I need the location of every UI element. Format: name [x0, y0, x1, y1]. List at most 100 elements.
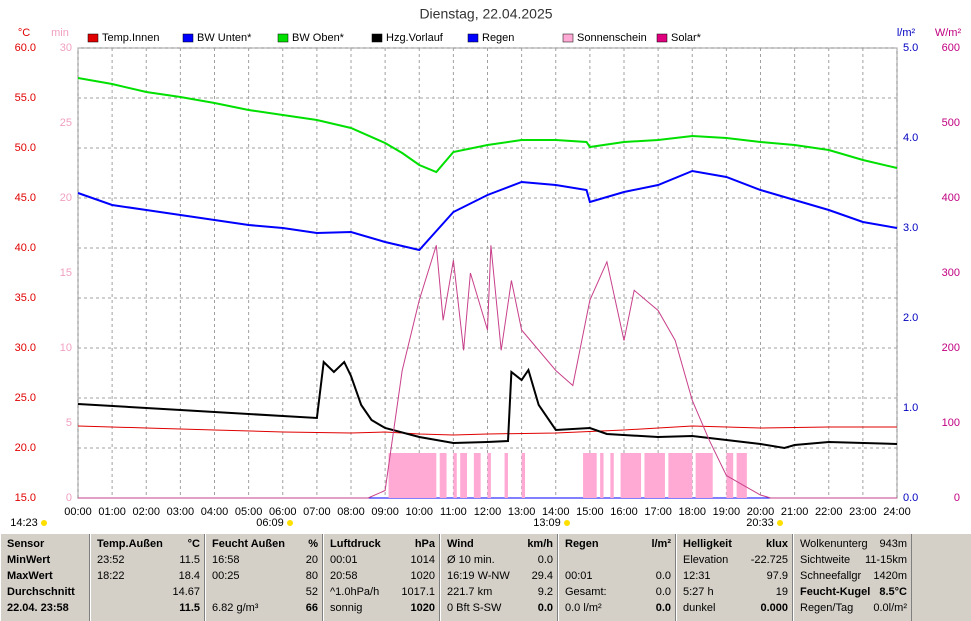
table-row: 16:58 20	[212, 552, 318, 568]
cell-value: 1020	[410, 570, 435, 582]
cell-label: 23:52	[97, 554, 125, 566]
cell-label: MinWert	[7, 554, 51, 566]
cell-label: Sichtweite	[800, 554, 851, 566]
y-tick-label: 200	[942, 342, 960, 354]
x-tick-label: 23:00	[849, 506, 877, 518]
cell-value: 0.0	[655, 586, 671, 598]
cell-label: Wolkenunterg	[800, 538, 868, 550]
cell-label: 16:58	[212, 554, 240, 566]
table-column: Luftdruck hPa 00:01 1014 20:58 1020 ^1.0hPa/h 1…	[323, 534, 440, 621]
unit-label: W/m²	[935, 27, 962, 39]
series-line	[77, 425, 897, 436]
table-row: 20:58 1020	[330, 568, 435, 584]
cell-value: 18.4	[178, 570, 200, 582]
y-tick-label: 45.0	[15, 192, 36, 204]
cell-value: 11-15km	[865, 554, 907, 566]
table-row: Schneefallgr 1420m	[800, 568, 907, 584]
table-row: 0.0 l/m² 0.0	[565, 600, 671, 616]
y-tick-label: 20	[60, 192, 72, 204]
legend-label: BW Unten*	[197, 32, 252, 44]
marker-dot	[287, 520, 293, 526]
table-row: Feucht-Kugel 8.5°C	[800, 584, 907, 600]
series-line	[77, 169, 898, 252]
table-row: 5:27 h 19	[683, 584, 788, 600]
x-tick-label: 15:00	[576, 506, 604, 518]
table-row: sonnig 1020	[330, 600, 435, 616]
legend-swatch	[562, 33, 574, 43]
cell-value: 8.5°C	[879, 586, 907, 598]
cell-label: 00:25	[212, 570, 240, 582]
sunshine-bar	[487, 453, 491, 498]
sunshine-bar	[583, 453, 597, 498]
cell-label: 5:27 h	[683, 586, 714, 598]
cell-label: Ø 10 min.	[447, 554, 495, 566]
cell-value: -22.725	[750, 554, 788, 566]
sunshine-bar	[388, 453, 437, 498]
column-header: Regen l/m²	[565, 536, 671, 552]
y-tick-label: 3.0	[903, 222, 918, 234]
cell-value: 0.0	[537, 602, 553, 614]
x-tick-label: 11:00	[440, 506, 467, 518]
x-tick-label: 01:00	[98, 506, 126, 518]
sunshine-bar	[460, 453, 468, 498]
sunshine-bar	[504, 453, 508, 498]
x-tick-label: 02:00	[132, 506, 160, 518]
x-tick-label: 16:00	[610, 506, 638, 518]
y-tick-label: 300	[942, 267, 960, 279]
x-tick-label: 03:00	[167, 506, 195, 518]
y-tick-label: 25	[60, 117, 72, 129]
legend-swatch	[467, 33, 479, 43]
x-tick-label: 09:00	[371, 506, 399, 518]
cell-label: Schneefallgr	[800, 570, 862, 582]
cell-value: 0.0	[655, 570, 671, 582]
unit-label: °C	[18, 27, 30, 39]
y-tick-label: 35.0	[15, 292, 36, 304]
sunshine-bar	[453, 453, 457, 498]
table-row: 12:31 97.9	[683, 568, 788, 584]
y-tick-label: 25.0	[15, 392, 36, 404]
table-column: Regen l/m² 00:01 0.0 Gesamt: 0.0 0.0 l/m² 0.0	[558, 534, 676, 621]
legend-label: Temp.Innen	[102, 32, 159, 44]
y-tick-label: 4.0	[903, 132, 918, 144]
x-tick-label: 10:00	[405, 506, 433, 518]
column-header: Sensor	[7, 536, 85, 552]
cell-value: 29.4	[531, 570, 553, 582]
x-tick-label: 18:00	[678, 506, 706, 518]
x-tick-label: 06:00	[269, 506, 297, 518]
table-row: Sichtweite 11-15km	[800, 552, 907, 568]
cell-label: 221.7 km	[447, 586, 493, 598]
table-row: 0 Bft S-SW 0.0	[447, 600, 553, 616]
table-column: Temp.Außen °C 23:52 11.5 18:22 18.4 14.67 11.5	[90, 534, 205, 621]
table-row: Ø 10 min. 0.0	[447, 552, 553, 568]
cell-value: 14.67	[172, 586, 200, 598]
unit-label: l/m²	[897, 27, 916, 39]
y-tick-label: 2.0	[903, 312, 918, 324]
sunshine-bar	[439, 453, 447, 498]
cell-label: 16:19 W-NW	[447, 570, 510, 582]
cell-value: 9.2	[537, 586, 553, 598]
table-row: dunkel 0.000	[683, 600, 788, 616]
x-tick-label: 21:00	[781, 506, 809, 518]
column-header: Feucht Außen%	[212, 536, 318, 552]
marker-label: 14:23	[10, 517, 38, 529]
legend-swatch	[87, 33, 99, 43]
y-tick-label: 55.0	[15, 92, 36, 104]
y-tick-label: 15.0	[15, 492, 36, 504]
cell-value: 19	[775, 586, 788, 598]
cell-label: Feucht-Kugel	[800, 586, 871, 598]
x-tick-label: 19:00	[713, 506, 741, 518]
series-line	[78, 245, 897, 499]
legend-label: BW Oben*	[292, 32, 345, 44]
table-row	[565, 552, 671, 568]
table-row: Gesamt: 0.0	[565, 584, 671, 600]
cell-value: 52	[305, 586, 318, 598]
y-tick-label: 60.0	[15, 42, 36, 54]
column-header: Helligkeit klux	[683, 536, 788, 552]
header-unit: klux	[765, 538, 788, 550]
legend-label: Sonnenschein	[577, 32, 647, 44]
table-row: Durchschnitt	[7, 584, 85, 600]
cell-value: 943m	[879, 538, 907, 550]
y-tick-label: 0.0	[903, 492, 918, 504]
marker-label: 20:33	[746, 517, 774, 529]
sunshine-bar	[610, 453, 614, 498]
